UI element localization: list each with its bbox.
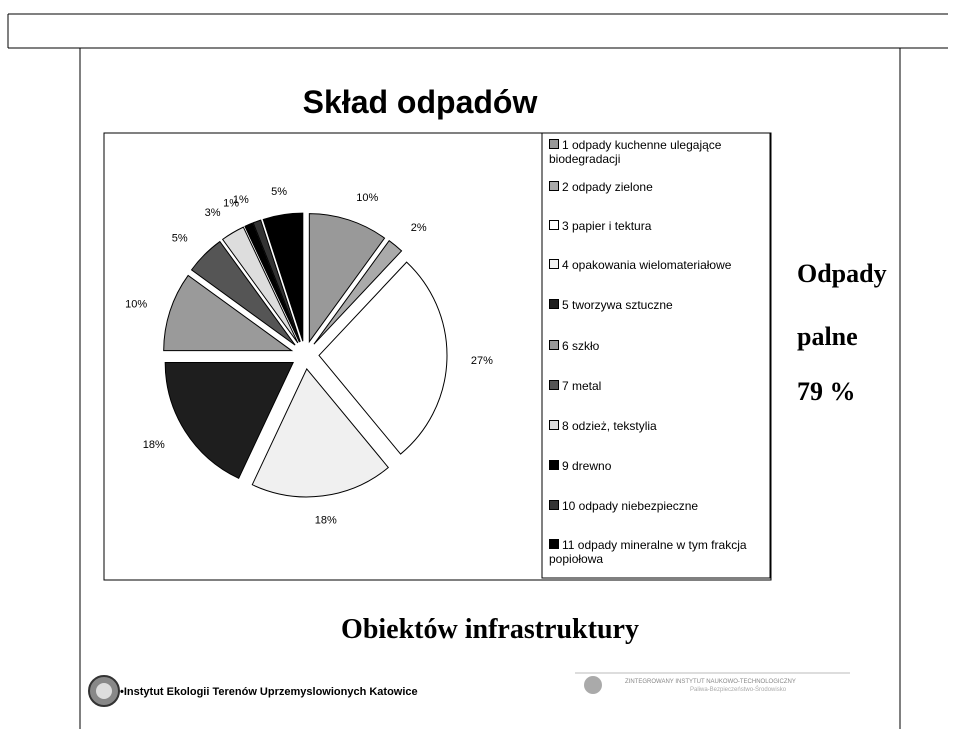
chart-box [103, 132, 772, 581]
legend-item: 7 metal [549, 379, 767, 393]
pie-slice [221, 226, 299, 344]
data-label: 5% [172, 233, 188, 245]
data-label: 1% [223, 198, 239, 210]
legend-swatch [549, 220, 559, 230]
pie-slice [163, 274, 294, 352]
legend-label: 6 szkło [562, 339, 600, 353]
legend-label: 4 opakowania wielomateriałowe [562, 258, 732, 272]
data-label: 18% [315, 515, 337, 527]
pie-slice [318, 261, 448, 455]
side-note: 79 % [797, 377, 856, 406]
legend-item: 4 opakowania wielomateriałowe [549, 258, 767, 272]
legend-item: 3 papier i tektura [549, 219, 767, 233]
side-note: palne [797, 322, 858, 351]
legend-item: 5 tworzywa sztuczne [549, 298, 767, 312]
pie-slice [313, 239, 403, 345]
legend-item: 1 odpady kuchenne ulegające biodegradacj… [549, 138, 767, 166]
pie-slice [308, 213, 386, 344]
pie-slice [251, 367, 390, 498]
legend-label: 5 tworzywa sztuczne [562, 298, 673, 312]
legend-swatch [549, 139, 559, 149]
pie: 10%2%27%18%18%10%5%3%1%1%5% [125, 186, 493, 527]
legend-label: 10 odpady niebezpieczne [562, 499, 699, 513]
data-label: 3% [205, 207, 221, 219]
legend-label: 11 odpady mineralne w tym frakcja popioł… [549, 538, 747, 566]
legend-label: 8 odzież, tekstylia [562, 419, 657, 433]
logo [584, 676, 602, 694]
legend-swatch [549, 299, 559, 309]
logo [96, 683, 112, 699]
legend-label: 3 papier i tektura [562, 219, 652, 233]
legend-item: 11 odpady mineralne w tym frakcja popioł… [549, 538, 767, 566]
footer-text: Paliwa-Bezpieczeństwo-Środowisko [690, 685, 787, 693]
legend-label: 9 drewno [562, 459, 612, 473]
legend-swatch [549, 460, 559, 470]
legend-swatch [549, 500, 559, 510]
legend-swatch [549, 539, 559, 549]
side-note: Odpady [797, 259, 887, 288]
pie-slice [252, 219, 301, 343]
legend-swatch [549, 420, 559, 430]
pie-slice [190, 240, 296, 346]
legend-swatch [549, 259, 559, 269]
legend-swatch [549, 380, 559, 390]
legend-item: 8 odzież, tekstylia [549, 419, 767, 433]
legend-swatch [549, 181, 559, 191]
data-label: 18% [143, 439, 165, 451]
pie-slice [164, 362, 294, 479]
data-label: 2% [411, 222, 427, 234]
legend-item: 10 odpady niebezpieczne [549, 499, 767, 513]
chart-title: Skład odpadów [303, 84, 538, 120]
legend-label: 7 metal [562, 379, 602, 393]
data-label: 5% [271, 186, 287, 198]
legend-item: 2 odpady zielone [549, 180, 767, 194]
legend-label: 2 odpady zielone [562, 180, 653, 194]
data-label: 1% [233, 194, 249, 206]
footer-text: ZINTEGROWANY INSTYTUT NAUKOWO-TECHNOLOGI… [625, 679, 796, 685]
pie-slice [262, 212, 304, 342]
legend-item: 9 drewno [549, 459, 767, 473]
footer-text: •Instytut Ekologii Terenów Uprzemyslowio… [120, 686, 418, 698]
data-label: 27% [471, 355, 493, 367]
data-label: 10% [125, 299, 147, 311]
data-label: 10% [356, 192, 378, 204]
legend-item: 6 szkło [549, 339, 767, 353]
legend-label: 1 odpady kuchenne ulegające biodegradacj… [549, 138, 722, 166]
subtitle: Obiektów infrastruktury [341, 614, 639, 645]
pie-slice [244, 222, 300, 343]
legend-swatch [549, 340, 559, 350]
legend-box [541, 132, 771, 579]
